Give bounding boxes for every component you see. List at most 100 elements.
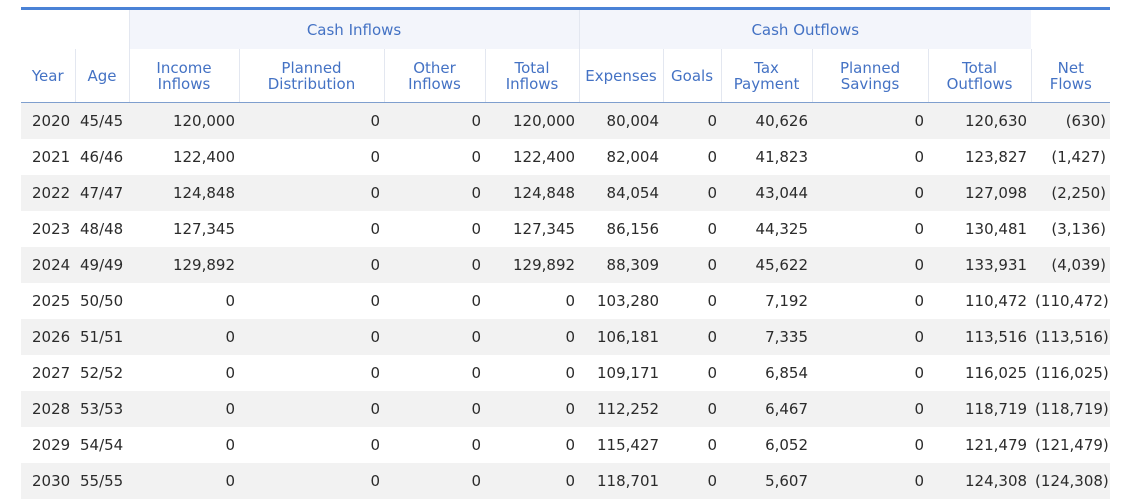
cell-other-inflows: 0 [384,175,485,211]
group-header-blank-net [1031,8,1111,49]
cell-other-inflows: 0 [384,391,485,427]
column-header-label: Outflows [946,74,1013,93]
cell-planned-savings: 0 [812,463,929,499]
cell-other-inflows: 0 [384,355,485,391]
column-header-income-inflows[interactable]: Income Inflows [128,49,239,103]
cell-tax-payment: 7,335 [721,319,813,355]
column-header-planned-savings[interactable]: Planned Savings [811,49,929,103]
group-header-cash-inflows: Cash Inflows [128,8,580,49]
column-header-year[interactable]: Year [21,49,75,103]
cell-total-outflows: 118,719 [928,391,1032,427]
cell-total-outflows: 127,098 [928,175,1032,211]
cell-age: 52/52 [75,355,129,391]
cell-net-flows: (118,719) [1031,391,1111,427]
cell-year: 2020 [21,102,75,139]
table-row: 2028 53/53 0 0 0 0 112,252 0 6,467 0 118,719 (118,7… [21,391,1111,427]
column-header-row: Year Age Income Inflows Planned Distribution O… [21,49,1111,103]
cell-other-inflows: 0 [384,247,485,283]
cell-income-inflows: 0 [129,391,239,427]
cell-planned-distribution: 0 [239,139,384,175]
cell-planned-distribution: 0 [239,102,384,139]
cell-planned-distribution: 0 [239,427,384,463]
column-header-net-flows[interactable]: Net Flows [1030,49,1111,103]
cell-planned-distribution: 0 [239,463,384,499]
cell-other-inflows: 0 [384,427,485,463]
cell-goals: 0 [663,391,722,427]
cell-expenses: 115,427 [579,427,664,463]
cell-age: 46/46 [75,139,129,175]
table-row: 2025 50/50 0 0 0 0 103,280 0 7,192 0 110,472 (110,4… [21,283,1111,319]
column-header-tax-payment[interactable]: Tax Payment [720,49,813,103]
column-header-label: Inflows [157,74,211,93]
cell-income-inflows: 120,000 [129,102,239,139]
cell-total-outflows: 113,516 [928,319,1032,355]
cell-other-inflows: 0 [384,283,485,319]
cell-income-inflows: 129,892 [129,247,239,283]
cell-planned-savings: 0 [812,391,929,427]
column-header-label: Savings [840,74,900,93]
cell-net-flows: (113,516) [1031,319,1111,355]
cell-goals: 0 [663,102,722,139]
column-header-expenses[interactable]: Expenses [578,49,664,103]
cell-net-flows: (630) [1031,102,1111,139]
column-header-label: Total [962,58,998,77]
cell-net-flows: (1,427) [1031,139,1111,175]
column-header-label: Distribution [267,74,356,93]
cell-planned-savings: 0 [812,211,929,247]
cell-total-inflows: 120,000 [485,102,580,139]
cell-planned-savings: 0 [812,319,929,355]
cell-net-flows: (124,308) [1031,463,1111,499]
cell-year: 2023 [21,211,75,247]
group-header-row: Cash Inflows Cash Outflows [21,8,1111,49]
cell-tax-payment: 6,854 [721,355,813,391]
cell-goals: 0 [663,319,722,355]
column-header-age[interactable]: Age [74,49,129,103]
cell-net-flows: (121,479) [1031,427,1111,463]
cell-total-inflows: 0 [485,283,580,319]
cell-goals: 0 [663,463,722,499]
cell-total-inflows: 0 [485,355,580,391]
table-row: 2024 49/49 129,892 0 0 129,892 88,309 0 45,622 0 1… [21,247,1111,283]
cell-tax-payment: 44,325 [721,211,813,247]
cell-net-flows: (110,472) [1031,283,1111,319]
cell-year: 2021 [21,139,75,175]
cell-expenses: 86,156 [579,211,664,247]
cell-planned-distribution: 0 [239,355,384,391]
column-header-total-outflows[interactable]: Total Outflows [927,49,1032,103]
cash-flow-table: Cash Inflows Cash Outflows Year Age Income… [21,7,1111,499]
cell-age: 48/48 [75,211,129,247]
cell-planned-savings: 0 [812,102,929,139]
table-row: 2029 54/54 0 0 0 0 115,427 0 6,052 0 121,479 (121,4… [21,427,1111,463]
cell-income-inflows: 0 [129,283,239,319]
cell-income-inflows: 122,400 [129,139,239,175]
cell-total-outflows: 130,481 [928,211,1032,247]
cell-year: 2030 [21,463,75,499]
cell-year: 2027 [21,355,75,391]
column-header-label: Year [31,66,64,85]
cell-planned-savings: 0 [812,427,929,463]
cell-goals: 0 [663,427,722,463]
cell-year: 2024 [21,247,75,283]
column-header-planned-distribution[interactable]: Planned Distribution [238,49,384,103]
column-header-total-inflows[interactable]: Total Inflows [484,49,580,103]
cell-planned-savings: 0 [812,283,929,319]
cell-age: 51/51 [75,319,129,355]
cell-total-outflows: 120,630 [928,102,1032,139]
column-header-goals[interactable]: Goals [662,49,722,103]
cell-age: 49/49 [75,247,129,283]
cell-expenses: 118,701 [579,463,664,499]
cell-income-inflows: 0 [129,427,239,463]
column-header-label: Planned [839,58,901,77]
group-header-cash-outflows: Cash Outflows [578,8,1032,49]
cell-planned-savings: 0 [812,175,929,211]
table-row: 2030 55/55 0 0 0 0 118,701 0 5,607 0 124,308 (124,3… [21,463,1111,499]
column-header-other-inflows[interactable]: Other Inflows [383,49,485,103]
cell-expenses: 106,181 [579,319,664,355]
cell-tax-payment: 43,044 [721,175,813,211]
cell-planned-savings: 0 [812,139,929,175]
cell-total-inflows: 0 [485,463,580,499]
cell-total-inflows: 122,400 [485,139,580,175]
cash-flow-table-container: Cash Inflows Cash Outflows Year Age Income… [21,7,1111,499]
cell-total-outflows: 133,931 [928,247,1032,283]
cell-age: 54/54 [75,427,129,463]
